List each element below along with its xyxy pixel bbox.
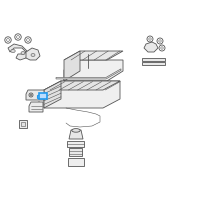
Bar [69, 148, 82, 156]
Polygon shape [56, 69, 121, 79]
Ellipse shape [11, 49, 15, 53]
Polygon shape [64, 60, 123, 81]
Bar [68, 158, 84, 166]
Polygon shape [64, 51, 80, 81]
Bar [37, 95, 39, 98]
Bar [19, 120, 27, 128]
Polygon shape [26, 90, 44, 100]
Polygon shape [64, 51, 123, 60]
Polygon shape [144, 42, 158, 52]
Polygon shape [44, 81, 120, 90]
Polygon shape [69, 130, 83, 139]
Ellipse shape [93, 59, 101, 63]
Bar [67, 141, 84, 147]
Ellipse shape [72, 129, 80, 132]
Circle shape [85, 55, 91, 61]
Polygon shape [26, 48, 40, 60]
Polygon shape [44, 81, 120, 108]
Polygon shape [8, 44, 28, 60]
Bar [142, 62, 165, 65]
Bar [39, 93, 47, 99]
Bar [21, 122, 25, 126]
Ellipse shape [31, 53, 35, 56]
Polygon shape [29, 102, 43, 112]
Bar [142, 58, 165, 61]
Polygon shape [100, 61, 111, 66]
Polygon shape [44, 81, 61, 108]
Ellipse shape [21, 51, 25, 54]
